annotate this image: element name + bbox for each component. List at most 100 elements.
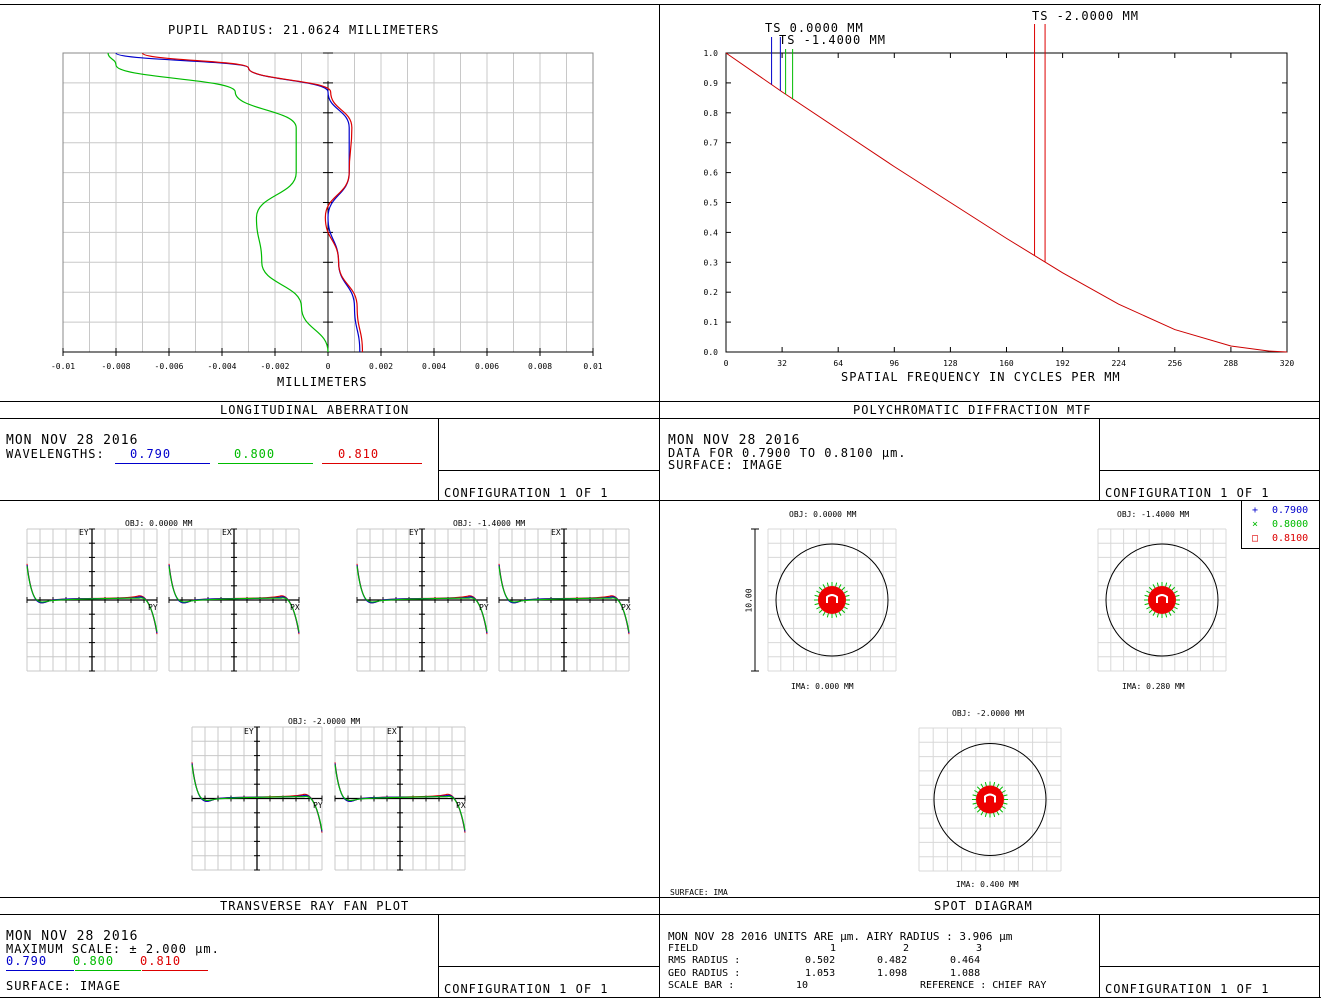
spot-obj3-label: OBJ: -2.0000 MM xyxy=(952,709,1025,718)
lon-xaxis-label: MILLIMETERS xyxy=(277,375,368,389)
spot-ima2-label: IMA: 0.280 MM xyxy=(1122,682,1185,691)
spot-row-field-v3: 3 xyxy=(976,943,983,954)
fan-obj3-label: OBJ: -2.0000 MM xyxy=(288,717,361,726)
mtf-chart: 0.0 0.1 0.2 0.3 0.4 0.5 0.6 0.7 0.8 0.9 1.0 0 32 64 96… xyxy=(704,24,1294,368)
spot-row-rms-v3: 0.464 xyxy=(950,955,981,966)
mtf-x-tick-label: 64 xyxy=(833,359,843,368)
fan-wl-green: 0.800 xyxy=(73,954,115,968)
spot-center-mark xyxy=(1156,594,1168,603)
fan-config: CONFIGURATION 1 OF 1 xyxy=(444,982,609,996)
fan-py-3: PY xyxy=(313,801,323,810)
lon-wavelengths-label: WAVELENGTHS: xyxy=(6,447,105,461)
spot-ima1-label: IMA: 0.000 MM xyxy=(791,682,854,691)
mtf-xaxis-label: SPATIAL FREQUENCY IN CYCLES PER MM xyxy=(841,370,1121,384)
spot-row-field-label: FIELD xyxy=(668,943,699,954)
spot-center-mark xyxy=(984,793,996,803)
fan-curve xyxy=(191,764,323,831)
spot-legend-blue-marker: + xyxy=(1252,505,1259,516)
fan-ey-2: EY xyxy=(409,528,419,537)
lon-x-tick-label: -0.008 xyxy=(102,362,131,371)
fan-curve xyxy=(26,566,158,632)
spot-legend-red: 0.8100 xyxy=(1272,533,1309,544)
mtf-x-tick-label: 0 xyxy=(724,359,729,368)
lon-wl-red-underline xyxy=(322,463,422,464)
config-box-right-v xyxy=(1099,418,1100,500)
fan-ey-1: EY xyxy=(79,528,89,537)
lon-wl-red: 0.810 xyxy=(338,447,380,461)
mtf-x-tick-label: 288 xyxy=(1224,359,1239,368)
fan-py-1: PY xyxy=(148,603,158,612)
lon-wl-blue-underline xyxy=(115,463,210,464)
spot-row-rms-v1: 0.502 xyxy=(805,955,836,966)
lon-x-tick-label: -0.004 xyxy=(208,362,237,371)
mtf-config: CONFIGURATION 1 OF 1 xyxy=(1105,486,1270,500)
bottom-border xyxy=(0,997,1321,998)
lon-x-tick-label: -0.01 xyxy=(51,362,75,371)
mtf-y-tick-label: 0.5 xyxy=(704,199,719,208)
spot-plots xyxy=(751,528,1227,872)
lon-x-tick-label: 0.004 xyxy=(422,362,446,371)
fan-ex-1: EX xyxy=(222,528,232,537)
fan-title: TRANSVERSE RAY FAN PLOT xyxy=(220,899,410,913)
spot-center-mark xyxy=(826,594,838,603)
mtf-y-tick-label: 0.0 xyxy=(704,348,719,357)
mtf-title: POLYCHROMATIC DIFFRACTION MTF xyxy=(853,403,1092,417)
spot-red-blob xyxy=(1148,586,1176,614)
spot-row-geo-v3: 1.088 xyxy=(950,968,981,979)
lon-wl-green-underline xyxy=(218,463,313,464)
spot-red-blob xyxy=(976,785,1004,814)
fan-surface: SURFACE: IMAGE xyxy=(6,979,122,993)
spot-row-rms-label: RMS RADIUS : xyxy=(668,955,741,966)
fan-curve xyxy=(498,566,630,632)
hline-bottom-info xyxy=(0,914,1320,915)
mtf-y-tick-label: 0.1 xyxy=(704,318,719,327)
outer-top-border xyxy=(0,4,1321,5)
fan-curve xyxy=(168,566,300,632)
hline-top-info xyxy=(0,418,1320,419)
spot-row-scale-v1: 10 xyxy=(796,980,809,991)
spot-obj1-label: OBJ: 0.0000 MM xyxy=(789,510,857,519)
mtf-x-tick-label: 256 xyxy=(1168,359,1183,368)
spot-surface-small: SURFACE: IMA xyxy=(670,888,728,897)
lon-x-tick-label: 0.002 xyxy=(369,362,393,371)
spot-row-geo-v2: 1.098 xyxy=(877,968,908,979)
config-box-br-v xyxy=(1099,914,1100,997)
spot-airy-circle xyxy=(1105,543,1219,657)
fan-px-3: PX xyxy=(456,801,466,810)
mtf-x-tick-label: 224 xyxy=(1111,359,1126,368)
spot-red-blob xyxy=(818,586,846,614)
mtf-y-tick-label: 0.2 xyxy=(704,288,719,297)
spot-row-rms-v2: 0.482 xyxy=(877,955,908,966)
spot-airy-circle xyxy=(775,543,889,657)
lon-wl-green: 0.800 xyxy=(234,447,276,461)
fan-wl-red-underline xyxy=(142,970,208,971)
mtf-y-tick-label: 0.9 xyxy=(704,79,719,88)
spot-row-scale-label: SCALE BAR : xyxy=(668,980,735,991)
spot-airy-circle xyxy=(933,743,1047,856)
fan-plots xyxy=(26,528,630,871)
lon-series-0.810 xyxy=(141,52,364,353)
fan-obj2-label: OBJ: -1.4000 MM xyxy=(453,519,526,528)
mtf-y-tick-label: 0.8 xyxy=(704,109,719,118)
lon-x-tick-label: -0.006 xyxy=(155,362,184,371)
spot-row-field-v1: 1 xyxy=(830,943,837,954)
fan-max-scale: MAXIMUM SCALE: ± 2.000 µm. xyxy=(6,942,220,956)
mtf-data-for: DATA FOR 0.7900 TO 0.8100 µm. xyxy=(668,446,907,460)
lon-series-0.800 xyxy=(107,52,329,353)
fan-wl-blue: 0.790 xyxy=(6,954,48,968)
mtf-x-tick-label: 96 xyxy=(889,359,899,368)
mtf-y-tick-label: 0.3 xyxy=(704,258,719,267)
mtf-frame xyxy=(725,52,1288,353)
fan-wl-green-underline xyxy=(75,970,141,971)
spot-legend-red-marker: □ xyxy=(1252,533,1259,544)
fan-ey-3: EY xyxy=(244,727,254,736)
fan-obj1-label: OBJ: 0.0000 MM xyxy=(125,519,193,528)
config-box-br-h xyxy=(1099,966,1320,967)
spot-legend-green-marker: × xyxy=(1252,519,1259,530)
mtf-y-tick-label: 0.4 xyxy=(704,228,719,237)
mtf-x-tick-label: 192 xyxy=(1055,359,1070,368)
spot-legend-green: 0.8000 xyxy=(1272,519,1309,530)
spot-obj2-label: OBJ: -1.4000 MM xyxy=(1117,510,1190,519)
lon-x-tick-label: 0.008 xyxy=(528,362,552,371)
lon-x-tick-label: -0.002 xyxy=(261,362,290,371)
